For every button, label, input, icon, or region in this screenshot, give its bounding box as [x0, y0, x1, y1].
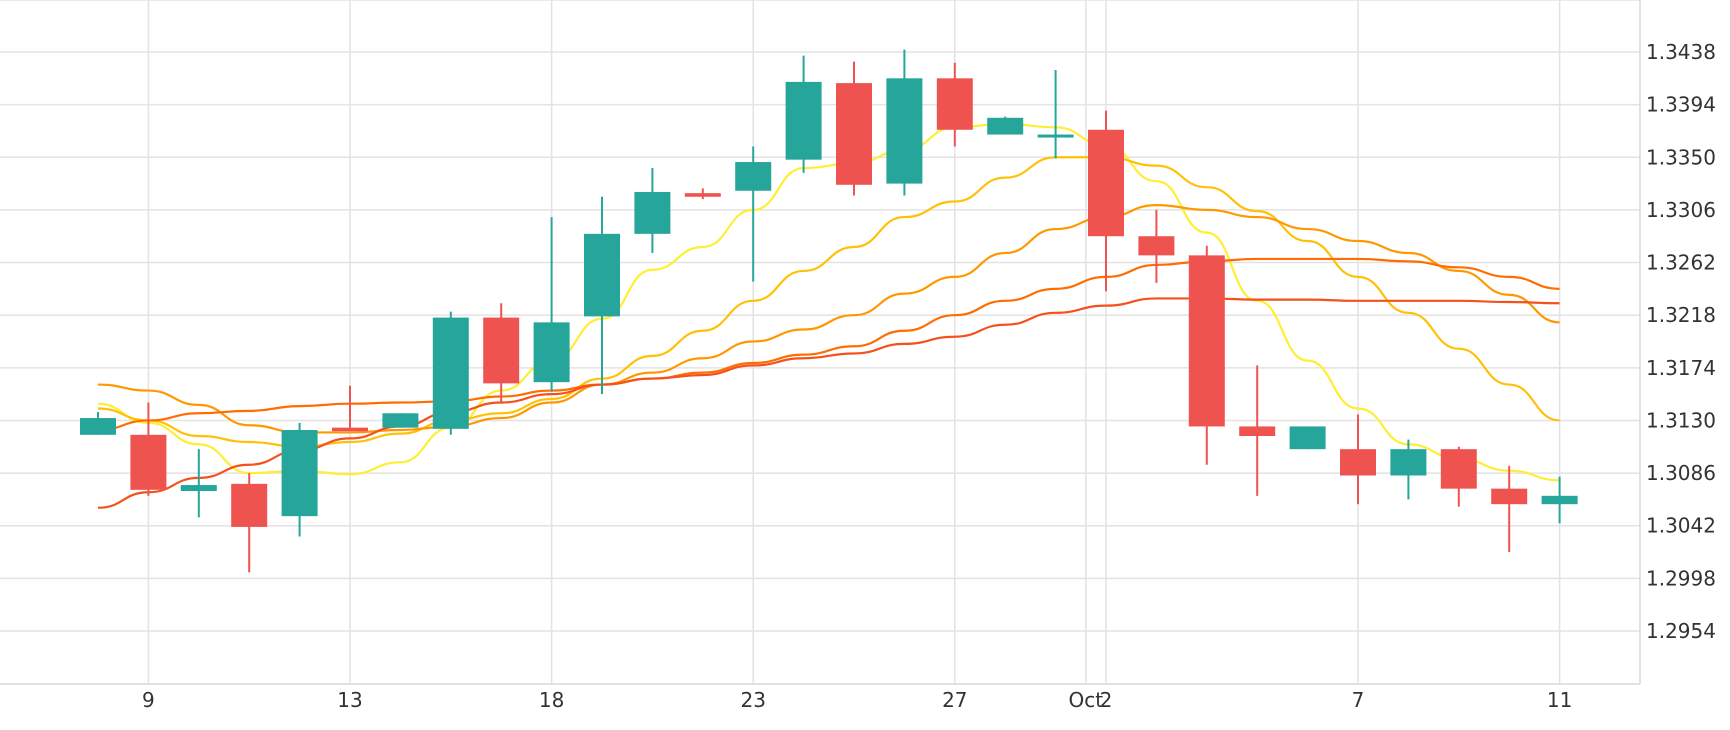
candle-8 [432, 311, 469, 435]
candle-body [936, 78, 973, 130]
y-tick-label: 1.3130 [1646, 408, 1716, 432]
x-tick-label: Oct [1069, 688, 1104, 712]
candle-4 [231, 473, 268, 573]
x-tick-label: 7 [1352, 688, 1365, 712]
candle-body [987, 117, 1024, 135]
candle-body [1440, 449, 1477, 489]
candle-body [332, 427, 368, 432]
series-line-4 [97, 257, 1560, 432]
candle-15 [785, 55, 822, 173]
candle-body [836, 83, 872, 185]
candle-28 [1440, 446, 1477, 507]
y-tick-label: 1.3042 [1646, 514, 1716, 538]
candles [80, 49, 1578, 573]
y-axis-tick-labels: 1.3438 1.3394 1.3350 1.3306 1.3262 1.3218 1.31… [1646, 40, 1716, 643]
candle-body [80, 418, 116, 435]
candle-body [1037, 134, 1074, 138]
candle-26 [1340, 414, 1376, 505]
candle-body [432, 317, 469, 429]
series-line-3 [97, 204, 1560, 434]
candle-body [1239, 426, 1276, 437]
candle-27 [1390, 439, 1427, 500]
candle-body [180, 485, 217, 492]
candle-21 [1088, 110, 1124, 292]
candle-16 [836, 61, 872, 196]
x-tick-label: 27 [942, 688, 967, 712]
candle-17 [886, 49, 923, 196]
candle-20 [1037, 69, 1074, 159]
candle-13 [684, 188, 721, 200]
candle-body [634, 191, 671, 234]
candle-22 [1138, 209, 1175, 283]
candle-body [584, 233, 620, 317]
series-line-1 [97, 122, 1560, 482]
candle-23 [1188, 245, 1225, 465]
candle-body [382, 413, 419, 428]
candle-body [533, 322, 570, 383]
candle-body [1138, 236, 1175, 256]
x-tick-label: 13 [337, 688, 362, 712]
y-tick-label: 1.3174 [1646, 356, 1716, 380]
y-tick-label: 1.3218 [1646, 303, 1716, 327]
series-line-2 [97, 156, 1560, 448]
candle-29 [1491, 465, 1528, 553]
candle-10 [533, 217, 570, 392]
candle-body [1491, 488, 1528, 505]
y-tick-label: 1.3306 [1646, 198, 1716, 222]
candle-body [281, 430, 318, 517]
candle-18 [936, 62, 973, 147]
y-tick-label: 1.3350 [1646, 145, 1716, 169]
candle-1 [80, 412, 116, 435]
x-tick-label: 23 [740, 688, 765, 712]
y-tick-label: 1.3438 [1646, 40, 1716, 64]
candle-12 [634, 168, 671, 253]
candle-30 [1541, 476, 1578, 524]
candle-3 [180, 449, 217, 518]
candle-body [1188, 255, 1225, 427]
candle-6 [332, 385, 368, 432]
moving-average-lines [97, 122, 1560, 509]
candle-body [130, 434, 167, 490]
candle-body [684, 193, 721, 197]
y-tick-label: 1.3262 [1646, 251, 1716, 275]
candle-body [735, 162, 772, 191]
x-tick-label: 2 [1100, 688, 1113, 712]
candle-body [1340, 449, 1376, 476]
x-tick-label: 18 [539, 688, 564, 712]
series-line-5 [97, 297, 1560, 509]
candle-9 [483, 303, 520, 404]
candle-7 [382, 413, 419, 428]
candle-25 [1289, 426, 1326, 450]
candle-2 [130, 402, 167, 496]
candle-body [1390, 449, 1427, 476]
candle-body [1088, 129, 1124, 237]
candle-14 [735, 146, 772, 282]
candle-19 [987, 116, 1024, 135]
y-tick-label: 1.3086 [1646, 461, 1716, 485]
candle-11 [584, 196, 620, 395]
x-tick-label: 9 [142, 688, 155, 712]
candle-body [483, 317, 520, 384]
y-tick-label: 1.2998 [1646, 566, 1716, 590]
candle-body [1541, 495, 1578, 505]
x-tick-label: 11 [1547, 688, 1572, 712]
candle-body [785, 81, 822, 160]
candle-body [231, 483, 268, 527]
candle-body [886, 78, 923, 184]
y-tick-label: 1.3394 [1646, 93, 1716, 117]
candle-5 [281, 422, 318, 537]
y-tick-label: 1.2954 [1646, 619, 1716, 643]
candle-24 [1239, 365, 1276, 496]
candle-body [1289, 426, 1326, 450]
